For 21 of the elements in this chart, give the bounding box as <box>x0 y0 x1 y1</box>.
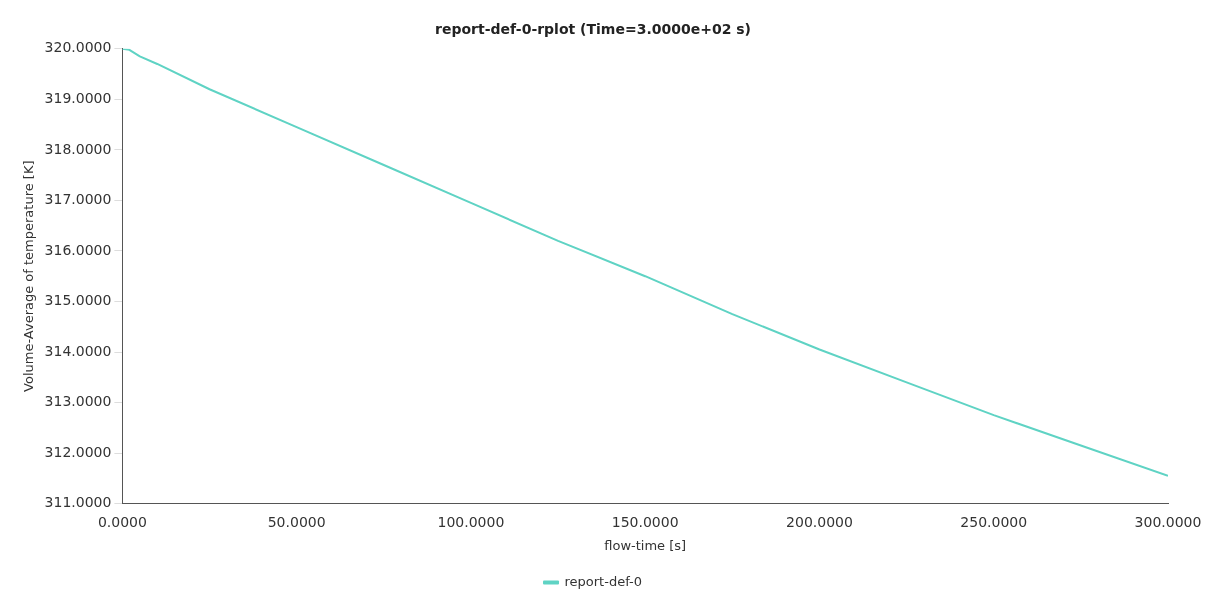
y-tick-label: 320.0000 <box>44 39 112 56</box>
x-tick-label: 100.0000 <box>437 513 505 530</box>
x-tick-label: 250.0000 <box>960 513 1028 530</box>
y-tick-label: 315.0000 <box>44 292 112 309</box>
x-tick-label: 0.0000 <box>97 513 147 530</box>
y-tick-label: 311.0000 <box>44 494 112 511</box>
y-tick-label: 314.0000 <box>44 342 112 359</box>
y-axis-title: Volume-Average of temperature [K] <box>21 160 37 392</box>
chart-title: report-def-0-rplot (Time=3.0000e+02 s) <box>435 21 751 38</box>
y-tick-label: 317.0000 <box>44 191 112 208</box>
y-tick-label: 316.0000 <box>44 241 112 258</box>
y-tick-label: 318.0000 <box>44 140 112 157</box>
y-tick-label: 313.0000 <box>44 393 112 410</box>
x-tick-label: 50.0000 <box>267 513 326 530</box>
x-tick-label: 200.0000 <box>786 513 853 530</box>
x-axis-title: flow-time [s] <box>604 537 687 553</box>
y-tick-label: 319.0000 <box>44 89 112 106</box>
x-tick-label: 150.0000 <box>611 513 679 530</box>
y-tick-label: 312.0000 <box>44 443 112 460</box>
x-tick-label: 300.0000 <box>1134 513 1202 530</box>
legend-label: report-def-0 <box>564 573 642 589</box>
